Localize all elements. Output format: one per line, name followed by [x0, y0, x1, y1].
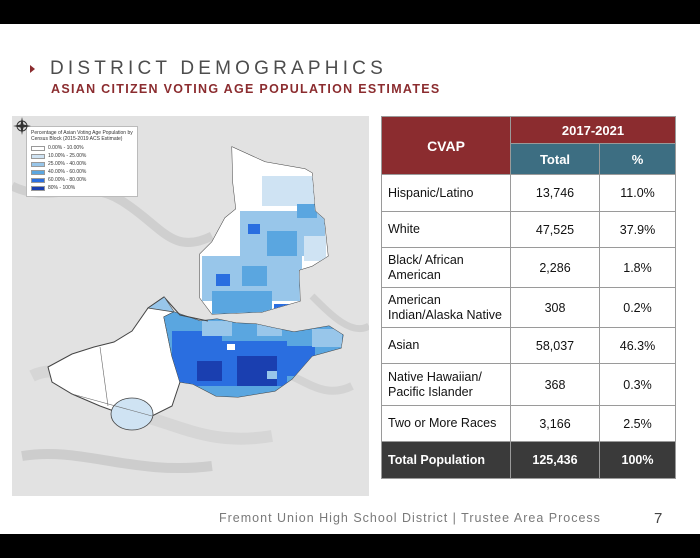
row-total-cell: 58,037 [510, 327, 600, 364]
legend-item: 10.00% - 25.00% [31, 152, 133, 160]
legend-item: 40.00% - 60.00% [31, 168, 133, 176]
legend-item: 60.00% - 80.00% [31, 176, 133, 184]
table-row: Black/ African American 2,286 1.8% [381, 247, 677, 288]
legend-items: 0.00% - 10.00% 10.00% - 25.00% 25.00% - 40… [31, 144, 133, 192]
legend-swatch [31, 161, 45, 167]
percent-column-header: % [598, 143, 677, 175]
legend-swatch [31, 153, 45, 159]
legend-swatch [31, 145, 45, 151]
footer-text: Fremont Union High School District | Tru… [219, 511, 601, 525]
table-row: American Indian/Alaska Native 308 0.2% [381, 287, 677, 328]
title-bullet-icon [30, 65, 35, 73]
total-row-total: 125,436 [510, 441, 600, 479]
total-row: Total Population 125,436 100% [381, 441, 677, 479]
legend-item: 80% - 100% [31, 184, 133, 192]
legend-label: 60.00% - 80.00% [48, 177, 87, 183]
legend-label: 0.00% - 10.00% [48, 145, 84, 151]
legend-swatch [31, 169, 45, 175]
district-map: Percentage of Asian Voting Age Populatio… [12, 116, 369, 496]
legend-label: 10.00% - 25.00% [48, 153, 87, 159]
row-total-cell: 368 [510, 363, 600, 406]
demographics-table: CVAP 2017-2021 Total % Hispanic/Latino 13… [381, 116, 677, 479]
row-group-cell: Native Hawaiian/ Pacific Islander [381, 363, 511, 406]
slide-title: DISTRICT DEMOGRAPHICS [50, 58, 387, 79]
row-group-cell: Asian [381, 327, 511, 364]
slide: DISTRICT DEMOGRAPHICS ASIAN CITIZEN VOTI… [0, 24, 700, 534]
row-group-cell: Black/ African American [381, 247, 511, 288]
map-legend: Percentage of Asian Voting Age Populatio… [26, 126, 138, 197]
row-percent-cell: 0.3% [598, 363, 677, 406]
compass-icon [13, 117, 31, 135]
legend-label: 25.00% - 40.00% [48, 161, 87, 167]
row-percent-cell: 11.0% [598, 174, 677, 212]
legend-title: Percentage of Asian Voting Age Populatio… [31, 130, 133, 142]
row-percent-cell: 2.5% [598, 405, 677, 442]
legend-swatch [31, 185, 45, 191]
total-row-label: Total Population [381, 441, 511, 479]
table-row: Native Hawaiian/ Pacific Islander 368 0.3% [381, 363, 677, 406]
table-row: White 47,525 37.9% [381, 211, 677, 248]
page-number: 7 [654, 510, 663, 527]
legend-item: 25.00% - 40.00% [31, 160, 133, 168]
period-header: 2017-2021 [509, 116, 677, 144]
legend-label: 80% - 100% [48, 185, 76, 191]
row-total-cell: 308 [510, 287, 600, 328]
legend-item: 0.00% - 10.00% [31, 144, 133, 152]
total-row-percent: 100% [598, 441, 677, 479]
row-total-cell: 3,166 [510, 405, 600, 442]
total-column-header: Total [510, 143, 600, 175]
slide-subtitle: ASIAN CITIZEN VOTING AGE POPULATION ESTI… [51, 82, 441, 96]
row-percent-cell: 37.9% [598, 211, 677, 248]
row-total-cell: 13,746 [510, 174, 600, 212]
table-row: Asian 58,037 46.3% [381, 327, 677, 364]
row-percent-cell: 1.8% [598, 247, 677, 288]
row-group-cell: White [381, 211, 511, 248]
row-total-cell: 2,286 [510, 247, 600, 288]
legend-swatch [31, 177, 45, 183]
row-percent-cell: 46.3% [598, 327, 677, 364]
table-row: Two or More Races 3,166 2.5% [381, 405, 677, 442]
row-group-cell: Two or More Races [381, 405, 511, 442]
table-row: Hispanic/Latino 13,746 11.0% [381, 174, 677, 212]
row-percent-cell: 0.2% [598, 287, 677, 328]
cvap-header: CVAP [381, 116, 511, 175]
row-group-cell: Hispanic/Latino [381, 174, 511, 212]
row-group-cell: American Indian/Alaska Native [381, 287, 511, 328]
legend-label: 40.00% - 60.00% [48, 169, 87, 175]
row-total-cell: 47,525 [510, 211, 600, 248]
